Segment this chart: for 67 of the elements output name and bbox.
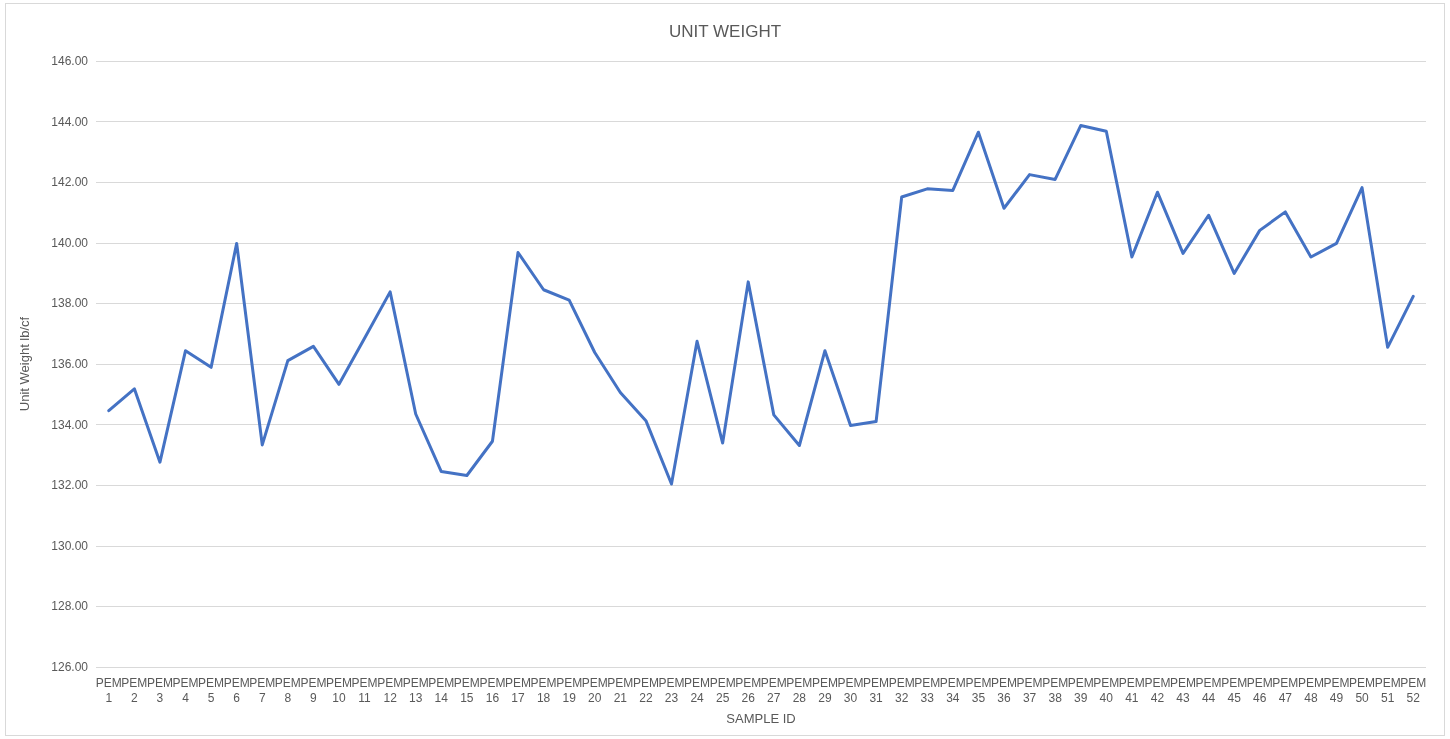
x-tick-label: PEM 25 [709,675,736,705]
x-tick-label: PEM 23 [658,675,685,705]
x-axis-title: SAMPLE ID [726,711,796,726]
x-tick-label: PEM 4 [172,675,199,705]
x-tick-label: PEM 15 [453,675,480,705]
x-tick-label: PEM 34 [939,675,966,705]
x-tick-label: PEM 28 [786,675,813,705]
x-tick-label: PEM 49 [1323,675,1350,705]
x-tick-label: PEM 33 [914,675,941,705]
x-tick-label: PEM 36 [990,675,1017,705]
x-tick-label: PEM 11 [351,675,378,705]
y-tick-label: 128.00 [51,599,89,614]
x-tick-label: PEM 51 [1374,675,1401,705]
x-tick-label: PEM 12 [377,675,404,705]
x-tick-label: PEM 21 [607,675,634,705]
x-tick-label: PEM 17 [505,675,532,705]
x-tick-label: PEM 26 [735,675,762,705]
x-tick-label: PEM 20 [581,675,608,705]
x-tick-label: PEM 19 [556,675,583,705]
x-tick-label: PEM 50 [1349,675,1376,705]
x-tick-label: PEM 14 [428,675,455,705]
y-tick-label: 140.00 [51,235,89,250]
x-tick-label: PEM 1 [95,675,122,705]
x-tick-label: PEM 10 [325,675,352,705]
x-tick-label: PEM 39 [1067,675,1094,705]
y-axis-title: Unit Weight lb/cf [17,316,32,412]
x-tick-label: PEM 8 [274,675,301,705]
chart-title: UNIT WEIGHT [668,22,782,41]
line-series [107,124,1415,486]
x-tick-label: PEM 7 [249,675,276,705]
x-tick-label: PEM 2 [121,675,148,705]
x-tick-label: PEM 27 [760,675,787,705]
x-tick-label: PEM 32 [888,675,915,705]
x-tick-label: PEM 24 [684,675,711,705]
x-tick-label: PEM 43 [1170,675,1197,705]
x-tick-label: PEM 35 [965,675,992,705]
x-tick-label: PEM 3 [146,675,173,705]
x-tick-label: PEM 52 [1400,675,1427,705]
x-tick-label: PEM 13 [402,675,429,705]
x-tick-label: PEM 18 [530,675,557,705]
x-tick-label: PEM 45 [1221,675,1248,705]
x-tick-label: PEM 29 [811,675,838,705]
x-tick-label: PEM 46 [1246,675,1273,705]
y-tick-label: 144.00 [51,114,89,129]
x-tick-label: PEM 40 [1093,675,1120,705]
x-tick-label: PEM 9 [300,675,327,705]
x-tick-label: PEM 6 [223,675,250,705]
y-tick-label: 138.00 [51,296,89,311]
x-tick-label: PEM 22 [632,675,659,705]
y-tick-label: 130.00 [51,538,89,553]
x-tick-label: PEM 37 [1016,675,1043,705]
y-tick-label: 146.00 [51,54,89,68]
x-tick-label: PEM 38 [1042,675,1069,705]
x-tick-label: PEM 44 [1195,675,1222,705]
x-tick-label: PEM 5 [198,675,225,705]
y-tick-label: 132.00 [51,478,89,493]
x-tick-label: PEM 48 [1297,675,1324,705]
y-tick-label: 136.00 [51,357,89,371]
y-tick-label: 142.00 [51,175,89,190]
x-tick-label: PEM 16 [479,675,506,705]
x-tick-label: PEM 41 [1118,675,1145,705]
y-tick-label: 126.00 [51,660,89,674]
x-tick-label: PEM 31 [863,675,890,705]
x-tick-label: PEM 30 [837,675,864,705]
x-tick-label: PEM 47 [1272,675,1299,705]
y-tick-label: 134.00 [51,417,89,432]
x-tick-label: PEM 42 [1144,675,1171,705]
